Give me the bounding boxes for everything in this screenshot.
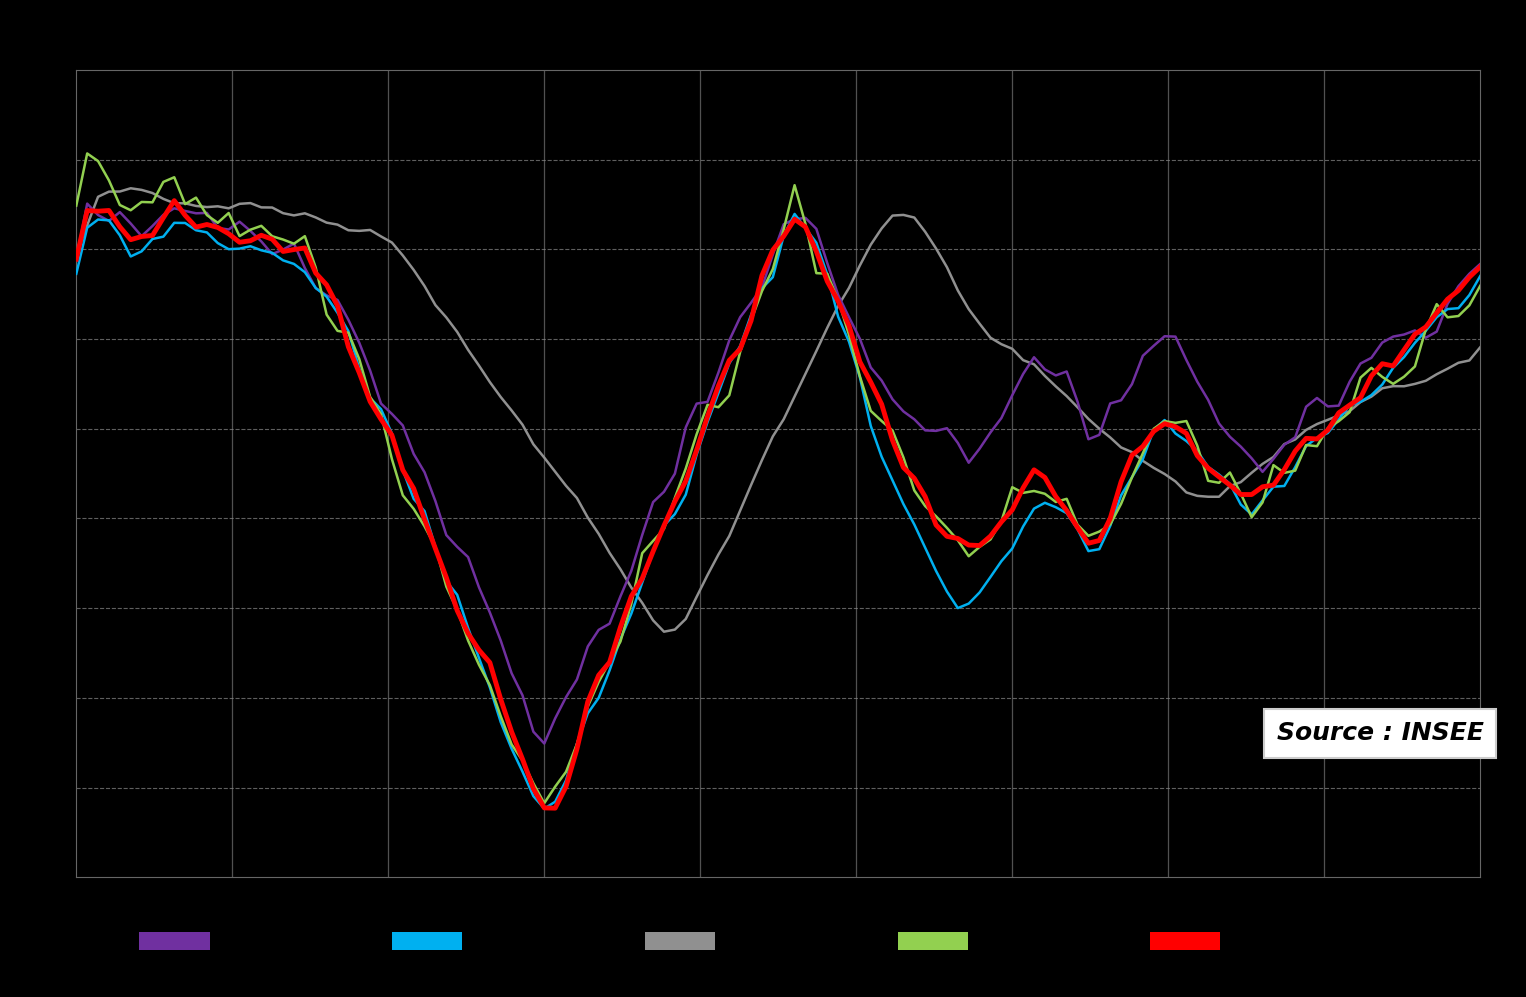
FancyBboxPatch shape	[645, 932, 716, 950]
FancyBboxPatch shape	[139, 932, 209, 950]
FancyBboxPatch shape	[1151, 932, 1221, 950]
Text: Source : INSEE: Source : INSEE	[1277, 721, 1483, 745]
FancyBboxPatch shape	[392, 932, 462, 950]
FancyBboxPatch shape	[897, 932, 967, 950]
